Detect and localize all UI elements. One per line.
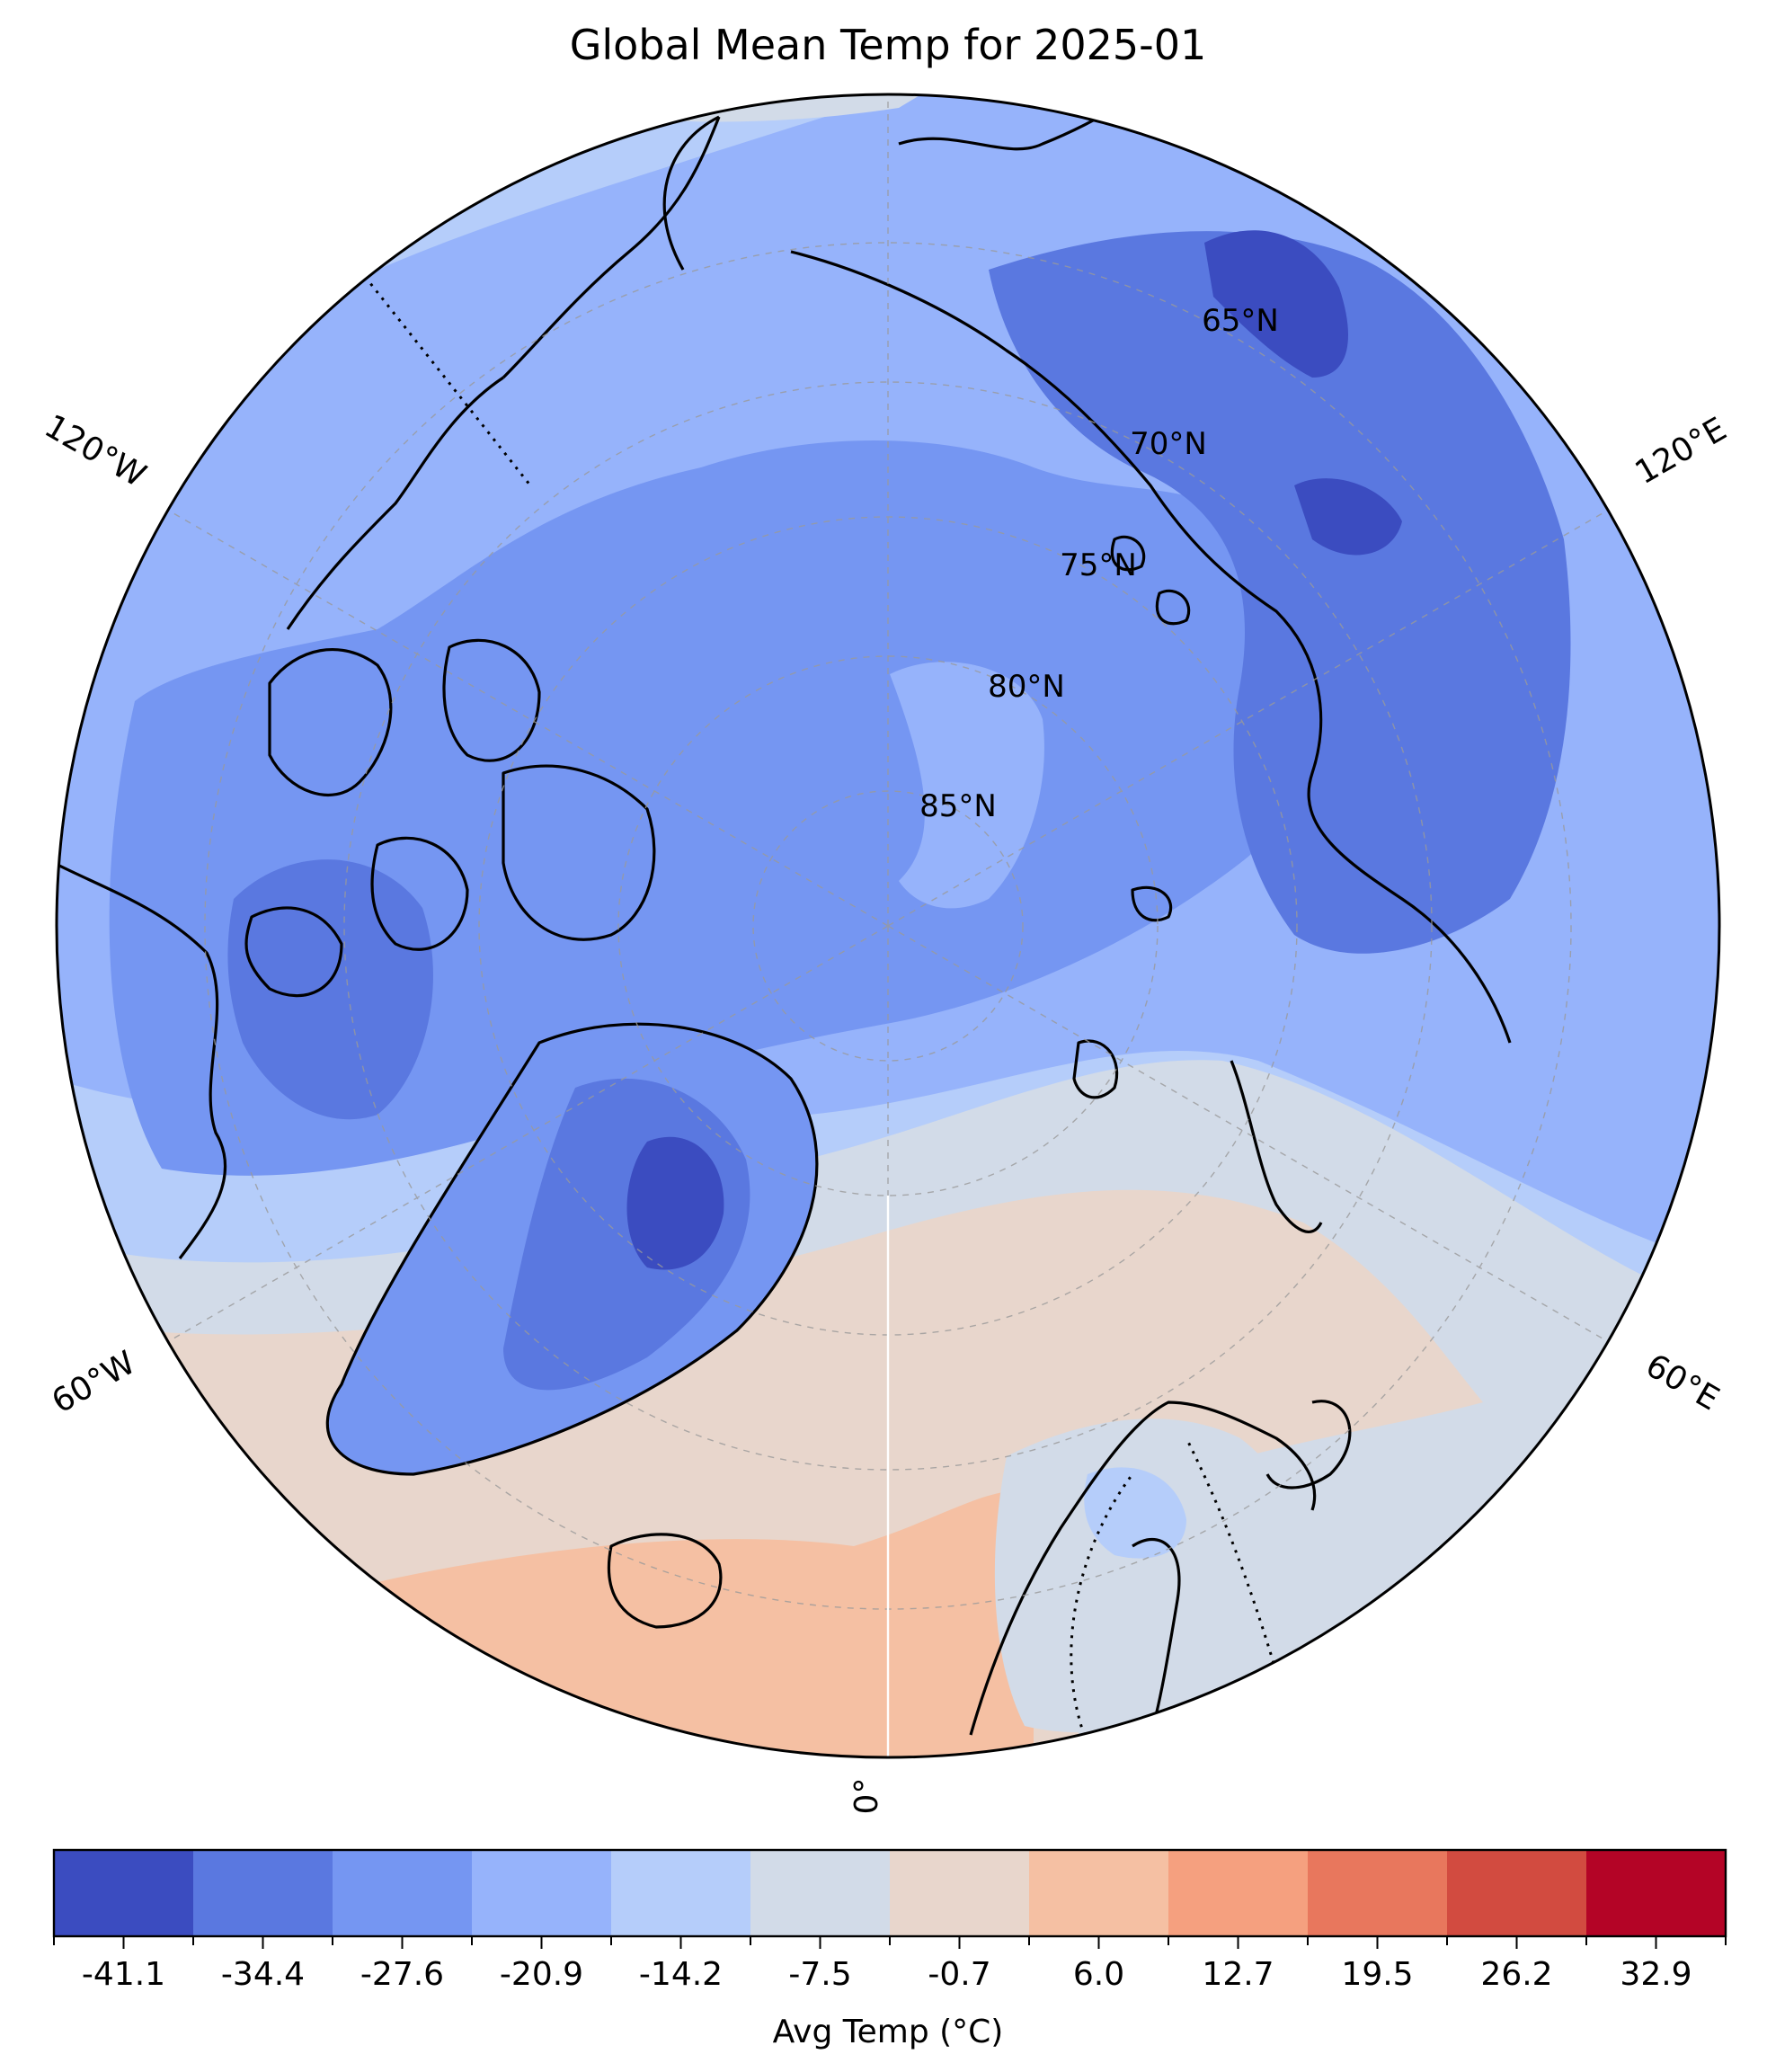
colorbar-tick-label: -41.1 (82, 1956, 165, 1993)
scandinavia-borders (1070, 1437, 1278, 1745)
colorbar-swatch (193, 1850, 333, 1936)
lat-label-80: 80°N (988, 669, 1065, 705)
lat-label-85: 85°N (919, 788, 997, 824)
lon-label-60w: 60°W (46, 1344, 142, 1420)
lon-label-60e: 60°E (1639, 1347, 1725, 1418)
contour-grey-scandinavia (994, 1418, 1301, 1733)
contour-darkest-siberia (1204, 230, 1348, 378)
contour-dark-blue-siberia (989, 231, 1571, 954)
colorbar-tick-label: -27.6 (360, 1956, 444, 1993)
colorbar-swatch (333, 1850, 473, 1936)
colorbar-tick-label: -34.4 (221, 1956, 305, 1993)
colorbar-swatch (54, 1850, 194, 1936)
contour-darkest-siberia-2 (1294, 478, 1402, 556)
colorbar-swatch (1029, 1850, 1169, 1936)
contour-greenland-core (626, 1136, 724, 1270)
colorbar-label: Avg Temp (°C) (773, 2014, 1004, 2050)
colorbar-tick-label: 6.0 (1073, 1956, 1124, 1993)
colorbar-tick-label: -14.2 (639, 1956, 723, 1993)
lon-label-120w: 120°W (39, 408, 152, 495)
colorbar-tick-label: 12.7 (1202, 1956, 1274, 1993)
colorbar-swatch (611, 1850, 751, 1936)
lon-label-0: 0° (848, 1778, 885, 1815)
colorbar-swatch (472, 1850, 612, 1936)
map-boundary (55, 93, 1721, 1759)
colorbar-swatch (750, 1850, 891, 1936)
coastlines (57, 97, 1512, 1736)
colorbar-tick-label: 26.2 (1480, 1956, 1552, 1993)
lat-label-65: 65°N (1202, 303, 1279, 339)
colorbar-swatch (1586, 1850, 1727, 1936)
colorbar-tick-label: 32.9 (1620, 1956, 1692, 1993)
colorbar: -41.1 -34.4 -27.6 -20.9 -14.2 -7.5 -0.7 6.0 12.7… (52, 1848, 1727, 1993)
colorbar-swatch (1308, 1850, 1448, 1936)
lat-label-75: 75°N (1060, 547, 1137, 583)
colorbar-tick-label: -7.5 (788, 1956, 851, 1993)
colorbar-tick-label: -20.9 (500, 1956, 583, 1993)
lon-label-120e: 120°E (1629, 411, 1733, 492)
contour-light-pole (890, 662, 1044, 909)
map-title: Global Mean Temp for 2025-01 (570, 21, 1207, 69)
colorbar-swatch (1447, 1850, 1587, 1936)
colorbar-swatch (1168, 1850, 1309, 1936)
alaska-canada-border (358, 269, 532, 486)
contour-light-grey-pacific (377, 94, 989, 122)
colorbar-tick-label: 19.5 (1341, 1956, 1413, 1993)
colorbar-swatch (890, 1850, 1030, 1936)
lat-label-70: 70°N (1130, 426, 1207, 462)
contour-light-blue-scandinavia (1084, 1467, 1186, 1559)
colorbar-tick-label: -0.7 (928, 1956, 990, 1993)
